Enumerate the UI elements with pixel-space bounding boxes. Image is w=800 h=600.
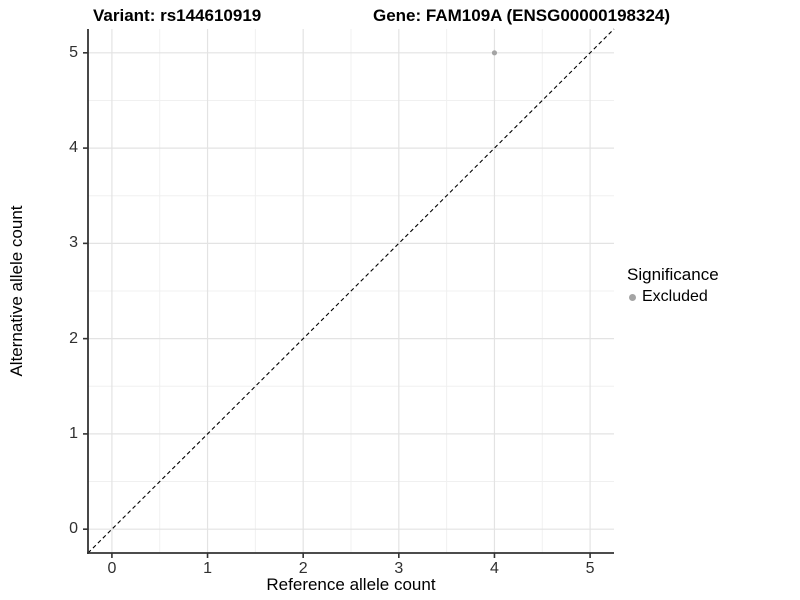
y-tick-label: 2: [69, 329, 78, 347]
y-tick-label: 5: [69, 43, 78, 61]
plot-panel: 0 1 2 3 4 5 0 1 2 3 4 5: [69, 28, 615, 577]
x-tick-label: 3: [394, 560, 404, 577]
plot-canvas: [83, 28, 615, 558]
plot-title-gene: Gene: FAM109A (ENSG00000198324): [373, 6, 671, 25]
plot-title-variant: Variant: rs144610919: [93, 6, 262, 25]
legend-entry-excluded: Excluded: [627, 288, 719, 306]
legend: Significance Excluded: [627, 265, 719, 306]
y-axis-title: Alternative allele count: [7, 205, 26, 377]
x-tick-label: 5: [585, 560, 595, 577]
x-axis-title: Reference allele count: [266, 575, 436, 594]
x-tick-label: 4: [490, 560, 499, 577]
x-tick-label: 0: [107, 560, 117, 577]
y-tick-label: 4: [69, 139, 78, 157]
x-tick-label: 1: [203, 560, 212, 577]
y-tick-label: 3: [69, 234, 78, 252]
identity-reference-line: [87, 28, 615, 554]
x-tick-label: 2: [298, 560, 308, 577]
data-point: [491, 50, 498, 56]
legend-title: Significance: [627, 265, 719, 284]
legend-entry-label: Excluded: [642, 288, 708, 305]
y-tick-label: 0: [69, 520, 78, 538]
legend-point-icon: [629, 293, 636, 301]
y-tick-label: 1: [69, 424, 78, 442]
